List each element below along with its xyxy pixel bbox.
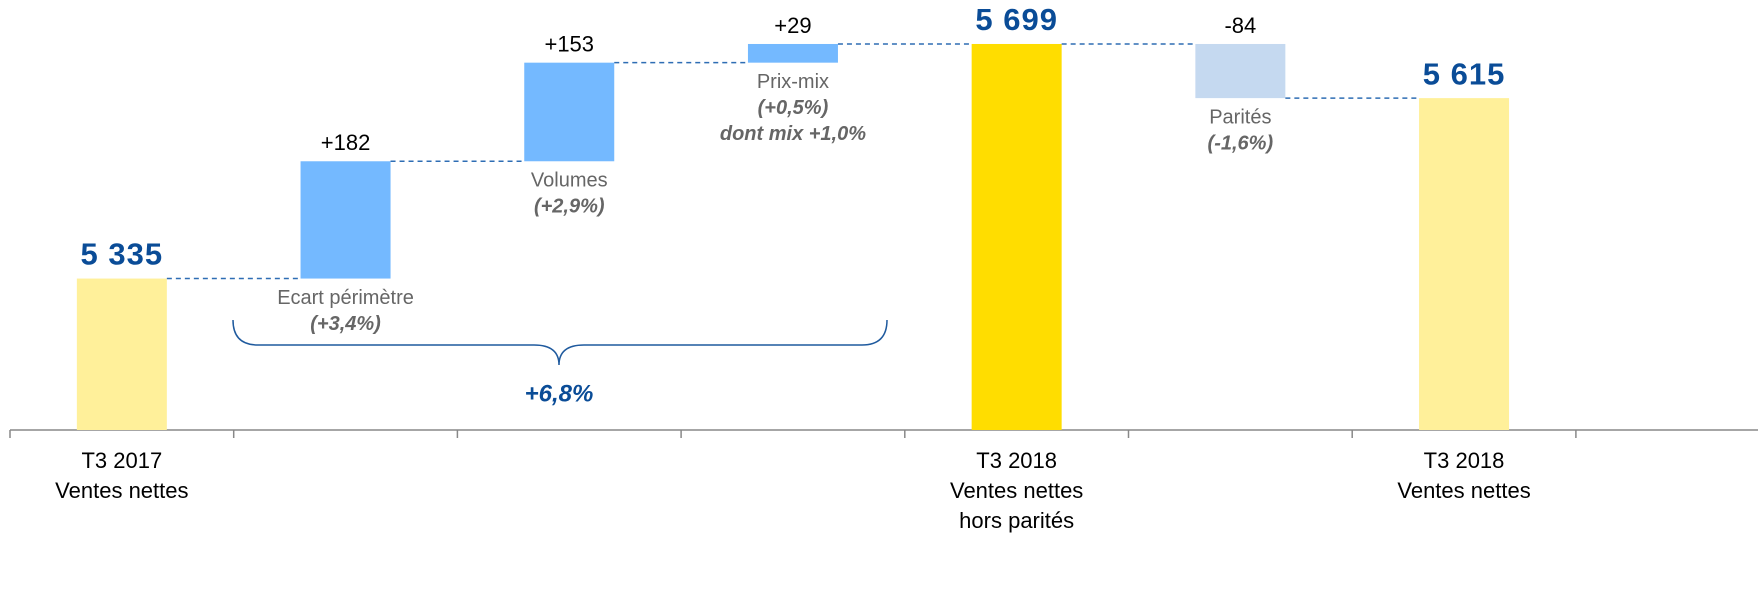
brace-label: +6,8% bbox=[525, 380, 594, 407]
value-label: 5 699 bbox=[975, 2, 1058, 37]
bar bbox=[1419, 98, 1510, 430]
step-note: (+0,5%) bbox=[758, 97, 829, 119]
step-label: Prix-mix bbox=[757, 71, 829, 93]
bar bbox=[1195, 43, 1286, 99]
x-tick-label: hors parités bbox=[959, 508, 1074, 533]
x-tick-label: Ventes nettes bbox=[950, 478, 1083, 503]
step-note: (+3,4%) bbox=[310, 313, 381, 335]
step-note: (+2,9%) bbox=[534, 196, 605, 218]
value-label: +153 bbox=[544, 31, 594, 56]
x-tick-label: T3 2017 bbox=[81, 448, 162, 473]
value-label: +182 bbox=[321, 130, 371, 155]
x-tick-label: T3 2018 bbox=[1424, 448, 1505, 473]
step-note: dont mix +1,0% bbox=[720, 123, 866, 145]
step-label: Parités bbox=[1209, 106, 1271, 128]
value-label: -84 bbox=[1224, 13, 1256, 38]
value-label: 5 335 bbox=[81, 237, 164, 272]
x-tick-label: T3 2018 bbox=[976, 448, 1057, 473]
step-label: Ecart périmètre bbox=[277, 287, 414, 309]
brace bbox=[232, 319, 888, 366]
bar bbox=[76, 278, 167, 430]
step-note: (-1,6%) bbox=[1208, 132, 1274, 154]
bar bbox=[971, 43, 1062, 430]
bar bbox=[747, 43, 838, 63]
step-label: Volumes bbox=[531, 170, 608, 192]
value-label: +29 bbox=[774, 13, 811, 38]
x-tick-label: Ventes nettes bbox=[55, 478, 188, 503]
x-tick-label: Ventes nettes bbox=[1397, 478, 1530, 503]
value-label: 5 615 bbox=[1423, 56, 1506, 91]
bar bbox=[524, 62, 615, 162]
bar bbox=[300, 161, 391, 279]
